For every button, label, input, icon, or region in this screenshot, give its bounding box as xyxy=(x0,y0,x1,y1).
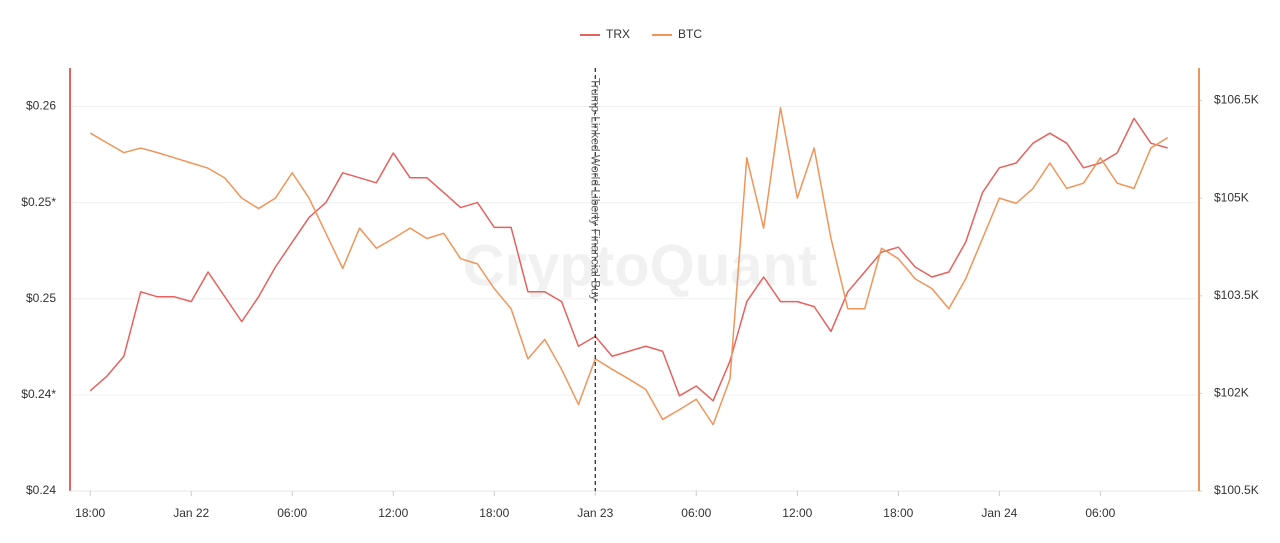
x-tick-label: 18:00 xyxy=(75,506,105,520)
y2-tick-label: $100.5K xyxy=(1214,483,1259,497)
y-tick-label: $0.26 xyxy=(26,99,56,113)
x-tick-label: 06:00 xyxy=(1085,506,1115,520)
y2-tick-label: $105K xyxy=(1214,190,1249,204)
y-tick-label: $0.25* xyxy=(21,195,56,209)
x-tick-label: 12:00 xyxy=(782,506,812,520)
y-tick-label: $0.24 xyxy=(26,483,56,497)
x-tick-label: Jan 23 xyxy=(577,506,613,520)
legend-label: TRX xyxy=(606,27,630,41)
y-tick-label: $0.24* xyxy=(21,387,56,401)
x-tick-label: Jan 22 xyxy=(173,506,209,520)
x-tick-label: Jan 24 xyxy=(981,506,1017,520)
x-tick-label: 06:00 xyxy=(681,506,711,520)
x-tick-label: 12:00 xyxy=(378,506,408,520)
x-tick-label: 06:00 xyxy=(277,506,307,520)
series-line xyxy=(89,117,1168,402)
y2-tick-label: $106.5K xyxy=(1214,93,1259,107)
x-tick-label: 18:00 xyxy=(883,506,913,520)
y2-tick-label: $103.5K xyxy=(1214,288,1259,302)
legend-label: BTC xyxy=(678,27,702,41)
y-tick-label: $0.25 xyxy=(26,291,56,305)
annotation-text: Trump-Linked World Liberty Financial Buy xyxy=(588,78,602,301)
series-line xyxy=(89,106,1169,426)
x-tick-label: 18:00 xyxy=(479,506,509,520)
y2-tick-label: $102K xyxy=(1214,386,1249,400)
